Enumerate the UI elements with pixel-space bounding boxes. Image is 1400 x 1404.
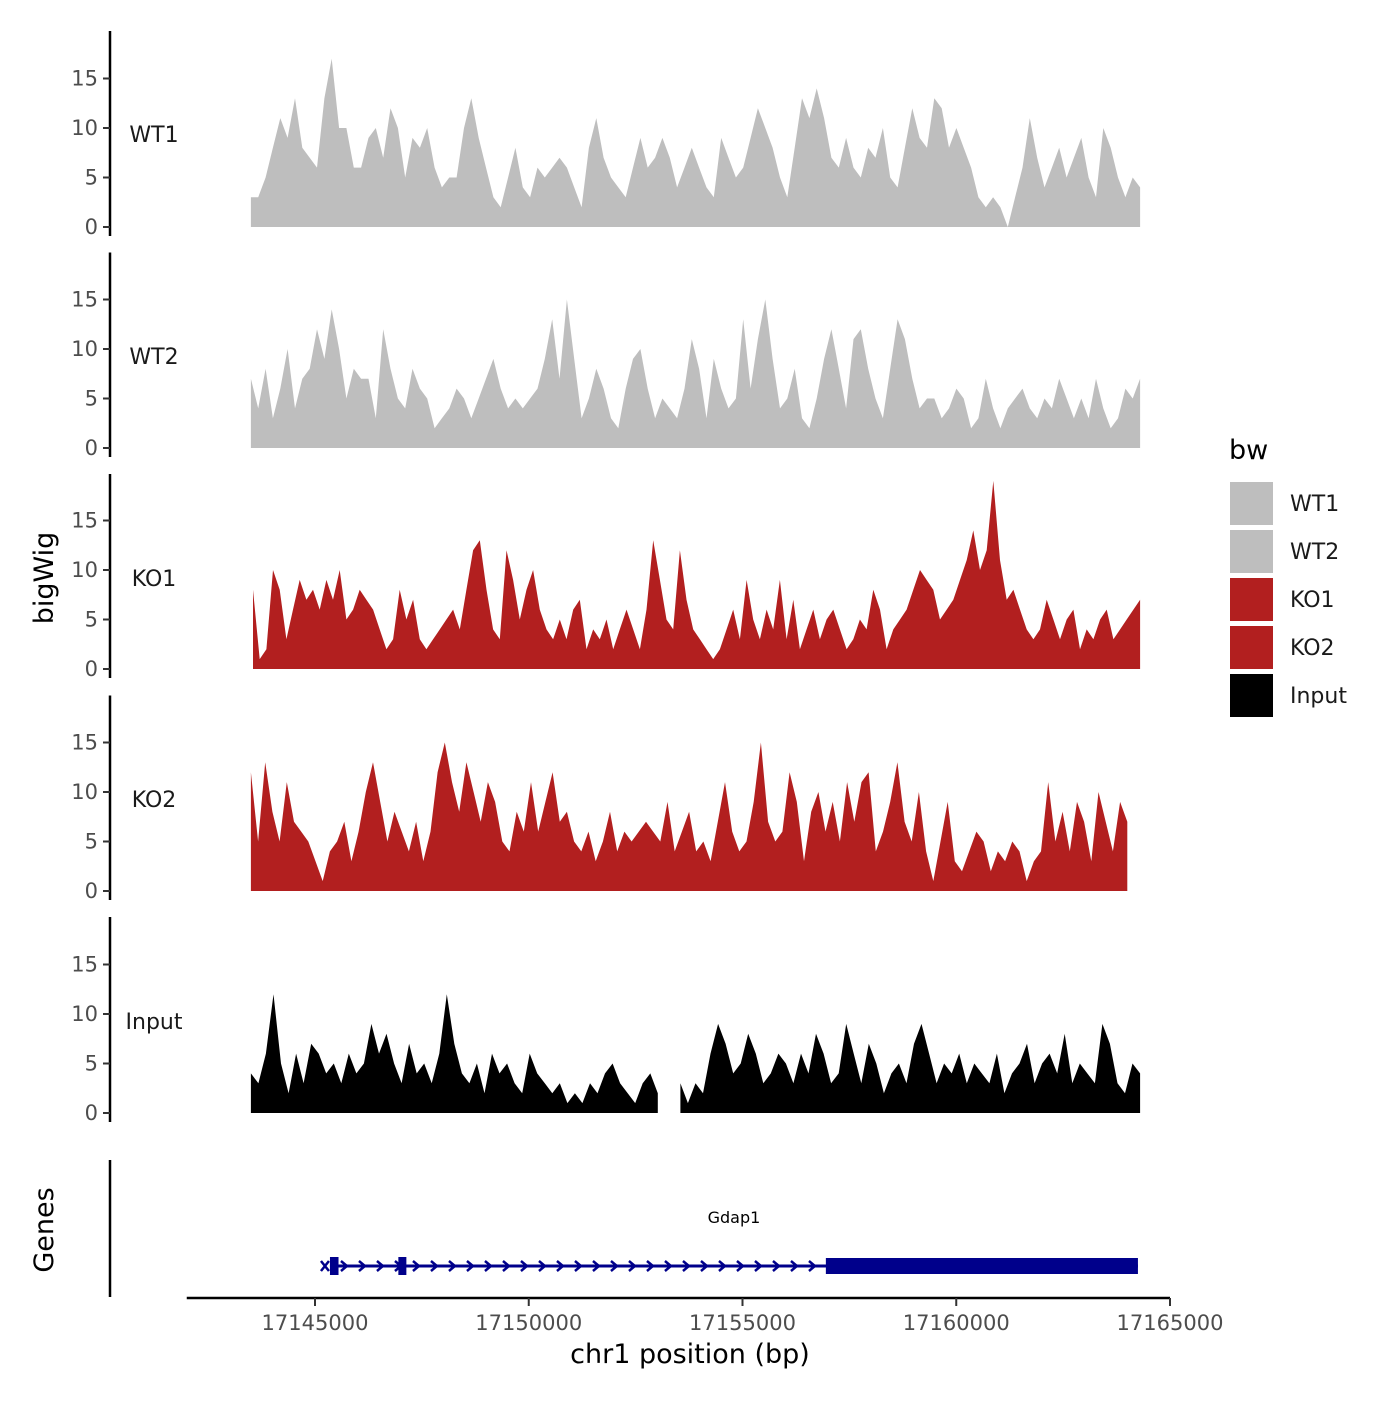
strand-arrow-icon: [520, 1260, 529, 1272]
legend-swatch-input: [1228, 672, 1275, 719]
strand-arrow-icon: [448, 1260, 457, 1272]
strand-arrow-icon: [718, 1260, 727, 1272]
legend-swatch-ko2: [1228, 624, 1275, 671]
strand-arrow-icon: [358, 1260, 367, 1272]
track-wt1: 0 5 10 15 WT1: [71, 31, 1141, 239]
x-tick-label: 17160000: [903, 1311, 1010, 1335]
gene-track: Gdap1: [108, 1160, 1138, 1297]
legend: bw WT1 WT2 KO1 KO2 Input: [1228, 435, 1347, 719]
strand-arrow-icon: [574, 1260, 583, 1272]
strand-arrow-icon: [340, 1260, 349, 1272]
track-wt2: 0 5 10 15 WT2: [71, 252, 1141, 460]
y-axis-title: bigWig: [29, 532, 60, 625]
legend-swatch-wt1: [1228, 480, 1275, 527]
signal-area-input: [680, 1023, 1141, 1113]
strand-arrow-icon: [484, 1260, 493, 1272]
y-tick-label: 15: [71, 67, 98, 91]
legend-swatch-wt2: [1228, 528, 1275, 575]
strand-arrow-icon: [664, 1260, 673, 1272]
strand-arrow-icon: [538, 1260, 547, 1272]
y-tick-label: 15: [71, 953, 98, 977]
x-axis-title: chr1 position (bp): [570, 1339, 810, 1370]
legend-label-ko2: KO2: [1290, 636, 1335, 661]
strand-arrow-icon: [556, 1260, 565, 1272]
y-tick-label: 0: [85, 1101, 98, 1125]
genes-axis-title: Genes: [29, 1187, 60, 1272]
y-tick-label: 10: [71, 116, 98, 140]
exon: [825, 1258, 1138, 1274]
strand-arrow-icon: [772, 1260, 781, 1272]
tx-start-mark: [319, 1260, 330, 1272]
y-tick-label: 5: [85, 608, 98, 632]
track-label: KO1: [132, 567, 177, 592]
gene-name-label: Gdap1: [708, 1208, 761, 1227]
track-label: WT2: [129, 345, 178, 370]
y-tick-label: 15: [71, 288, 98, 312]
y-tick-label: 10: [71, 1002, 98, 1026]
x-tick-label: 17155000: [689, 1311, 796, 1335]
signal-area-input: [250, 994, 658, 1113]
strand-arrow-icon: [502, 1260, 511, 1272]
y-tick-label: 10: [71, 780, 98, 804]
strand-arrow-icon: [592, 1260, 601, 1272]
x-axis: 17145000 17150000 17155000 17160000 17165000: [186, 1296, 1224, 1335]
strand-arrow-icon: [646, 1260, 655, 1272]
y-tick-label: 15: [71, 509, 98, 533]
legend-label-wt1: WT1: [1290, 492, 1339, 517]
y-tick-label: 10: [71, 558, 98, 582]
exon: [329, 1257, 339, 1275]
signal-area-wt2: [250, 299, 1141, 448]
strand-arrow-icon: [376, 1260, 385, 1272]
signal-area-ko2: [250, 742, 1128, 891]
track-input: 0 5 10 15 Input: [71, 917, 1141, 1125]
strand-arrow-icon: [430, 1260, 439, 1272]
signal-area-wt1: [250, 58, 1141, 228]
y-tick-label: 5: [85, 387, 98, 411]
strand-arrow-icon: [754, 1260, 763, 1272]
x-tick-label: 17165000: [1117, 1311, 1224, 1335]
y-tick-label: 5: [85, 166, 98, 190]
strand-arrow-icon: [682, 1260, 691, 1272]
x-tick-label: 17145000: [262, 1311, 369, 1335]
strand-arrow-icon: [610, 1260, 619, 1272]
y-tick-label: 0: [85, 879, 98, 903]
legend-swatch-ko1: [1228, 576, 1275, 623]
y-tick-label: 5: [85, 1052, 98, 1076]
strand-arrow-icon: [466, 1260, 475, 1272]
y-tick-label: 0: [85, 657, 98, 681]
legend-title: bw: [1229, 435, 1268, 466]
y-tick-label: 10: [71, 337, 98, 361]
y-tick-label: 0: [85, 215, 98, 239]
legend-label-wt2: WT2: [1290, 540, 1339, 565]
strand-arrow-icon: [808, 1260, 817, 1272]
y-tick-label: 0: [85, 436, 98, 460]
x-tick-label: 17150000: [475, 1311, 582, 1335]
y-tick-label: 5: [85, 830, 98, 854]
strand-arrow-icon: [736, 1260, 745, 1272]
strand-arrow-icon: [700, 1260, 709, 1272]
track-label: WT1: [129, 123, 178, 148]
strand-arrow-icon: [412, 1260, 421, 1272]
strand-arrow-icon: [790, 1260, 799, 1272]
track-label: KO2: [132, 788, 177, 813]
track-ko1: 0 5 10 15 KO1: [71, 474, 1141, 681]
strand-arrow-icon: [628, 1260, 637, 1272]
signal-area-ko1: [253, 480, 1141, 669]
legend-label-input: Input: [1290, 684, 1347, 709]
exon: [398, 1257, 407, 1275]
track-ko2: 0 5 10 15 KO2: [71, 695, 1128, 903]
bigwig-tracks: 0 5 10 15 WT1 0 5 10 15 WT2 0 5 10 15 KO1 0 5 10 15 KO2 0 5 10…: [71, 31, 1141, 1125]
legend-label-ko1: KO1: [1290, 588, 1335, 613]
y-tick-label: 15: [71, 731, 98, 755]
track-label: Input: [126, 1010, 183, 1035]
